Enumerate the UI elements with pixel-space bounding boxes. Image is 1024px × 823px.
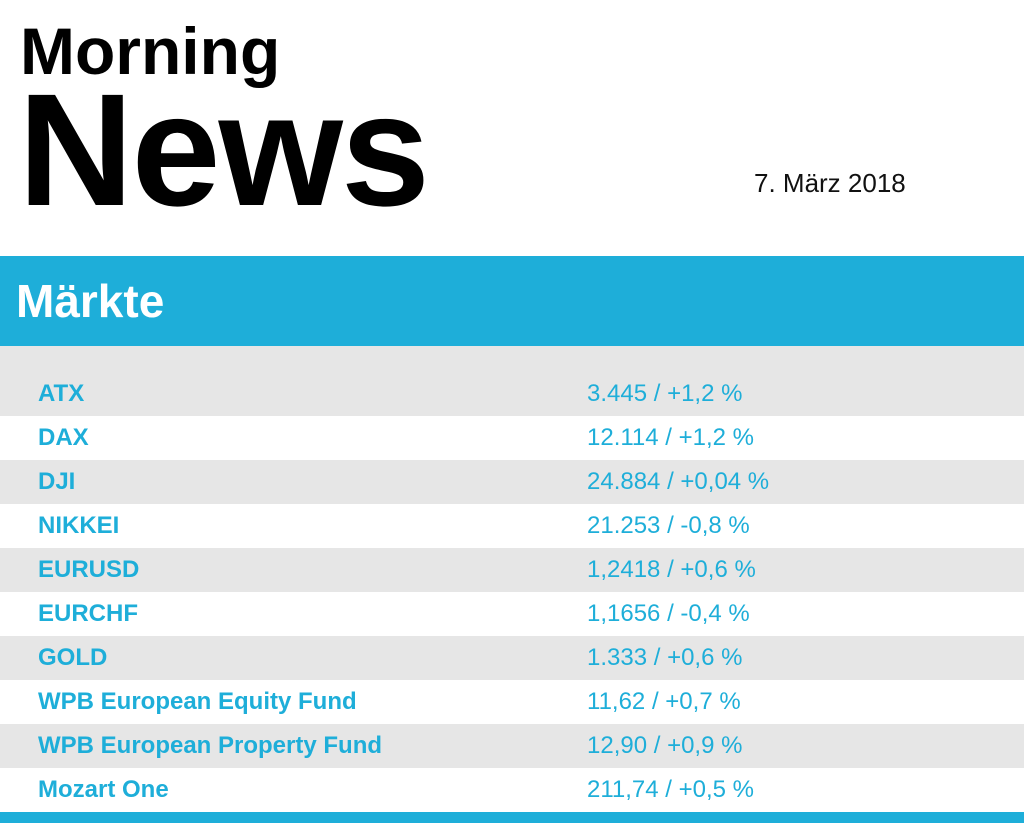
table-row: NIKKEI 21.253 / -0,8 %: [0, 504, 1024, 548]
market-value: 211,74 / +0,5 %: [587, 776, 755, 803]
market-name: Mozart One: [38, 776, 169, 803]
market-name: EURUSD: [38, 556, 140, 583]
table-row: Mozart One 211,74 / +0,5 %: [0, 768, 1024, 812]
table-row: DJI 24.884 / +0,04 %: [0, 460, 1024, 504]
title-line2: News: [18, 60, 430, 239]
table-row: DAX 12.114 / +1,2 %: [0, 416, 1024, 460]
market-value: 1,1656 / -0,4 %: [587, 600, 750, 627]
market-value: 11,62 / +0,7 %: [587, 688, 741, 715]
footer-band: [0, 812, 1024, 823]
market-name: WPB European Property Fund: [38, 732, 383, 759]
market-name: GOLD: [38, 644, 108, 671]
section-title: Märkte: [16, 275, 165, 327]
market-value: 21.253 / -0,8 %: [587, 512, 750, 539]
table-row: EURUSD 1,2418 / +0,6 %: [0, 548, 1024, 592]
table-row: WPB European Property Fund 12,90 / +0,9 %: [0, 724, 1024, 768]
market-name: EURCHF: [38, 600, 138, 627]
market-name: NIKKEI: [38, 512, 120, 539]
table-row: GOLD 1.333 / +0,6 %: [0, 636, 1024, 680]
market-value: 12,90 / +0,9 %: [587, 732, 743, 759]
market-value: 1.333 / +0,6 %: [587, 644, 743, 671]
market-name: ATX: [38, 380, 85, 407]
market-name: DAX: [38, 424, 89, 451]
market-table: ATX 3.445 / +1,2 % DAX 12.114 / +1,2 % DJI 24…: [0, 346, 1024, 812]
market-value: 1,2418 / +0,6 %: [587, 556, 756, 583]
table-row: EURCHF 1,1656 / -0,4 %: [0, 592, 1024, 636]
market-value: 24.884 / +0,04 %: [587, 468, 770, 495]
title-line1: Morning: [20, 14, 281, 88]
market-value: 3.445 / +1,2 %: [587, 380, 743, 407]
date: 7. März 2018: [754, 168, 906, 198]
market-value: 12.114 / +1,2 %: [587, 424, 755, 451]
market-name: WPB European Equity Fund: [38, 688, 357, 715]
table-row: WPB European Equity Fund 11,62 / +0,7 %: [0, 680, 1024, 724]
market-name: DJI: [38, 468, 76, 495]
table-row: ATX 3.445 / +1,2 %: [0, 346, 1024, 416]
section-band: Märkte: [0, 256, 1024, 346]
